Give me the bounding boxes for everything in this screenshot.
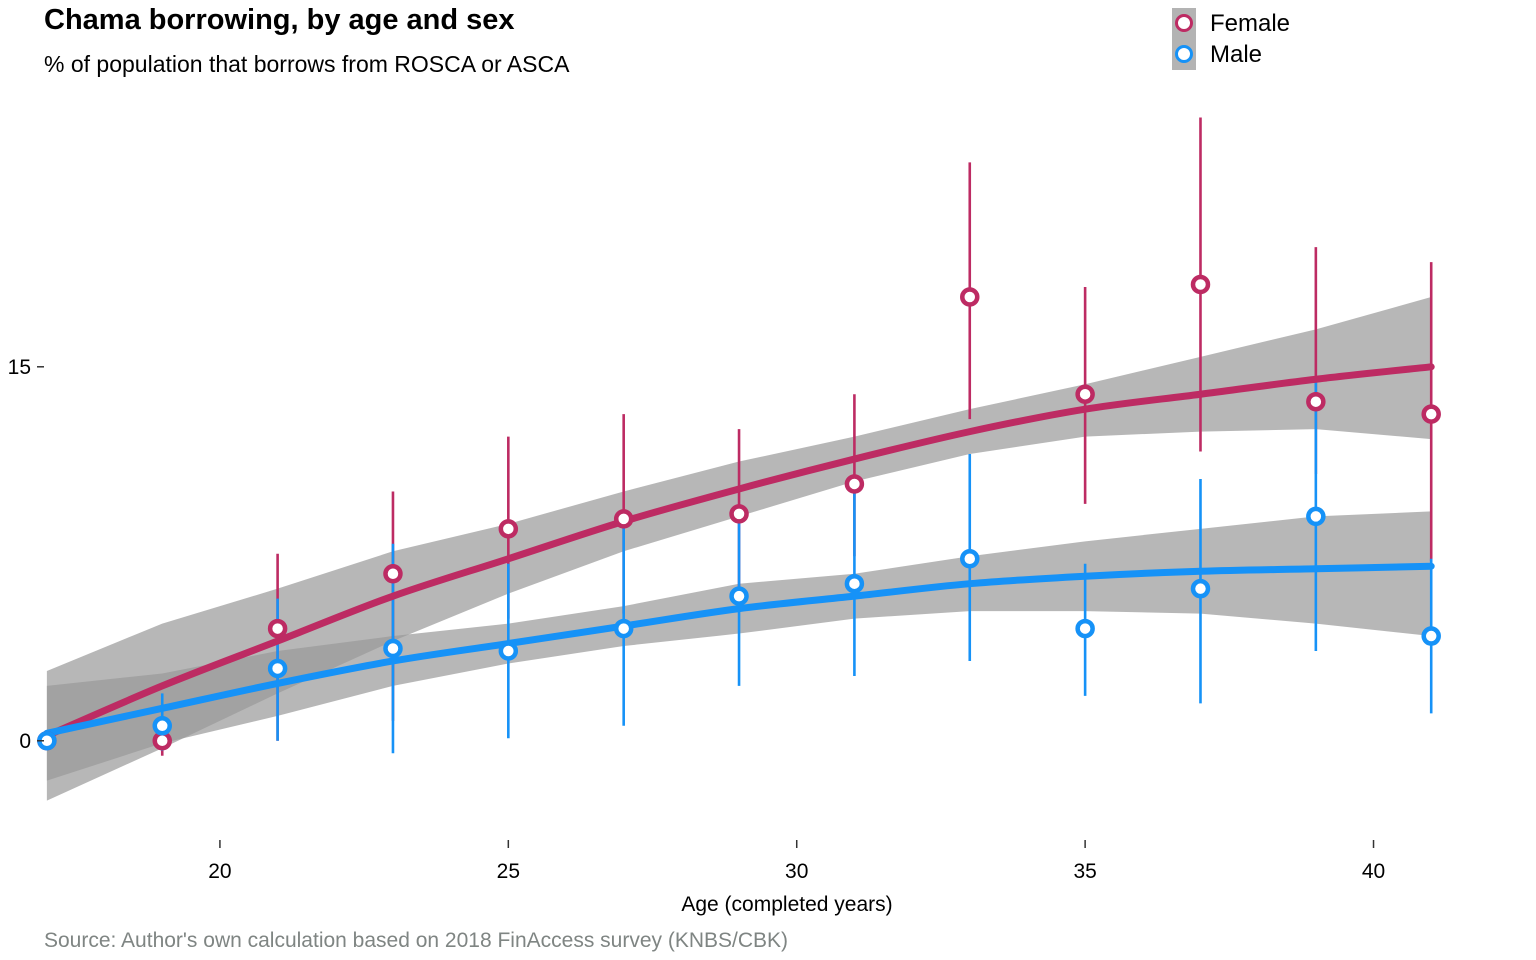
data-point-male xyxy=(729,586,749,606)
x-tick-label: 25 xyxy=(497,860,520,883)
legend-label-male: Male xyxy=(1210,40,1263,68)
legend: Female Male xyxy=(1172,8,1290,70)
data-point-female xyxy=(1075,384,1095,404)
data-point-male xyxy=(1421,626,1441,646)
x-axis-label: Age (completed years) xyxy=(681,893,892,916)
data-point-female xyxy=(267,618,288,639)
smooth-line-female xyxy=(43,363,1435,740)
data-point-female xyxy=(844,474,865,494)
x-tick-label: 20 xyxy=(208,860,231,883)
chart-caption: Source: Author's own calculation based o… xyxy=(44,929,789,952)
data-point-female xyxy=(960,287,980,307)
legend-item-female: Female xyxy=(1172,8,1290,39)
data-point-male xyxy=(267,658,288,679)
x-tick-label: 35 xyxy=(1073,860,1096,883)
data-point-female xyxy=(1421,404,1441,424)
data-point-male xyxy=(1075,618,1095,639)
smooth-line-male xyxy=(43,562,1435,737)
data-point-male xyxy=(844,573,865,594)
legend-key-female xyxy=(1172,8,1196,39)
data-point-female xyxy=(498,519,519,539)
x-tick-label: 30 xyxy=(785,860,808,883)
data-point-male xyxy=(152,716,172,736)
chart-title: Chama borrowing, by age and sex xyxy=(44,4,515,36)
data-point-male xyxy=(613,618,634,639)
y-tick-label: 0 xyxy=(19,730,31,753)
legend-item-male: Male xyxy=(1172,39,1290,70)
chart-subtitle: % of population that borrows from ROSCA … xyxy=(44,51,570,77)
data-point-female xyxy=(383,563,403,584)
data-point-male xyxy=(1190,578,1211,599)
data-point-male xyxy=(498,641,519,661)
legend-marker-male xyxy=(1175,45,1193,63)
x-tick-label: 40 xyxy=(1362,860,1385,883)
data-point-male xyxy=(383,638,403,659)
y-tick-label: 15 xyxy=(8,356,31,379)
legend-label-female: Female xyxy=(1210,9,1291,37)
data-point-male xyxy=(960,549,980,569)
data-point-male xyxy=(1306,506,1326,527)
data-point-female xyxy=(729,504,749,524)
legend-key-male xyxy=(1172,39,1196,70)
legend-marker-female xyxy=(1175,14,1193,32)
data-point-female xyxy=(1306,391,1326,412)
data-point-female xyxy=(1190,274,1211,295)
data-point-female xyxy=(613,509,634,529)
